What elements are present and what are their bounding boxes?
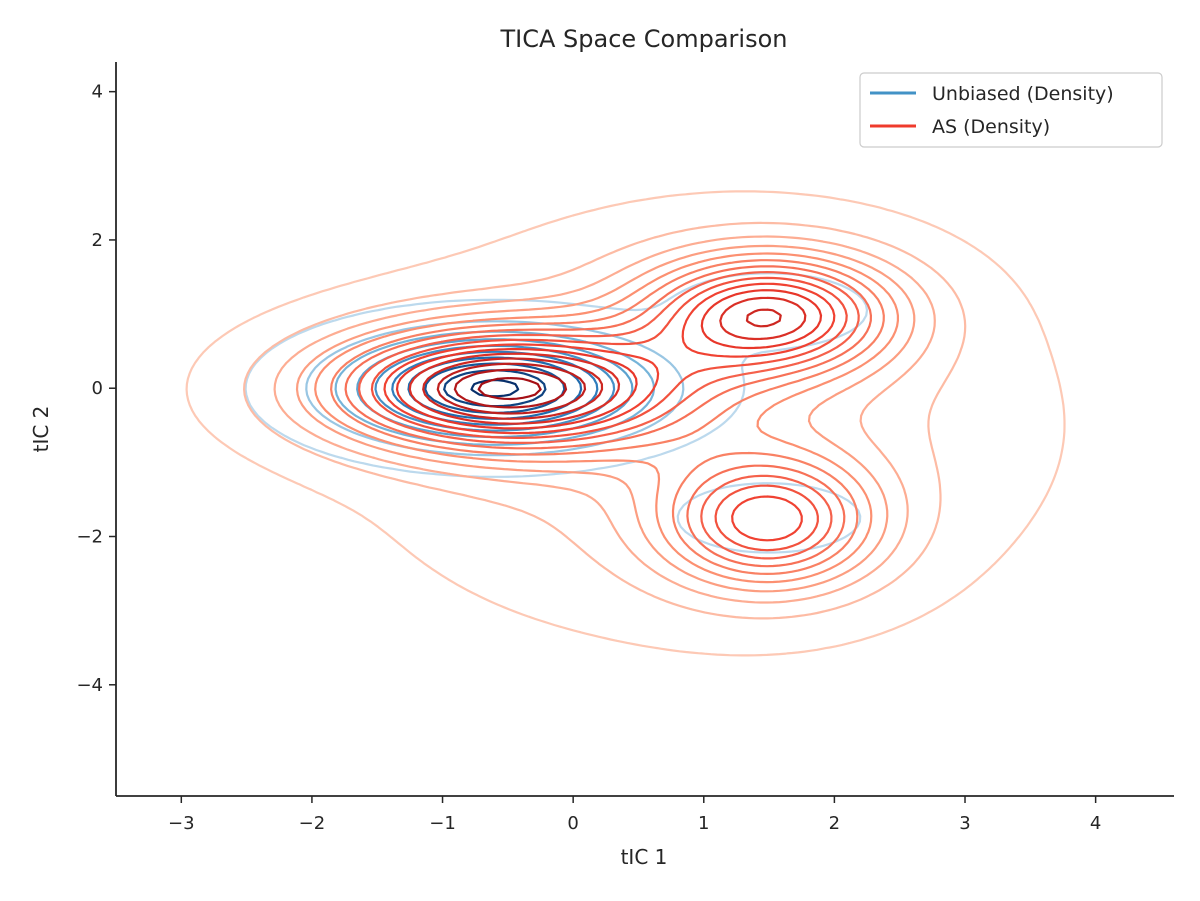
contour-line (477, 377, 542, 401)
chart-title: TICA Space Comparison (499, 25, 787, 53)
legend-box (859, 72, 1163, 148)
contour-line (243, 221, 967, 620)
y-tick-label: −4 (76, 675, 103, 696)
contour-line (395, 289, 823, 430)
y-axis-label: tIC 2 (29, 406, 53, 453)
contour-line (358, 271, 860, 560)
y-tick-label: 4 (92, 82, 103, 103)
legend: Unbiased (Density) AS (Density) (859, 72, 1163, 148)
y-ticks: −4 −2 0 2 4 (76, 82, 116, 696)
y-tick-label: 0 (92, 378, 103, 399)
x-tick-label: 0 (567, 813, 578, 834)
contour-line (344, 265, 872, 568)
contour-series-1 (185, 190, 1066, 657)
contour-line (370, 276, 848, 552)
contour-line (453, 368, 568, 409)
contour-line (422, 308, 782, 420)
contour-line (273, 235, 936, 604)
contour-line (185, 190, 1066, 657)
contour-line (408, 296, 807, 425)
legend-label-as: AS (Density) (932, 116, 1050, 138)
y-tick-label: 2 (92, 230, 103, 251)
contour-line (436, 362, 587, 415)
x-tick-label: −1 (429, 813, 456, 834)
x-ticks: −3 −2 −1 0 1 2 3 4 (168, 796, 1101, 834)
contour-layer (185, 190, 1066, 657)
x-tick-label: −3 (168, 813, 195, 834)
contour-line (295, 244, 916, 593)
x-tick-label: 2 (829, 813, 840, 834)
x-tick-label: 3 (959, 813, 970, 834)
contour-line (314, 252, 899, 584)
x-tick-label: 4 (1090, 813, 1101, 834)
x-tick-label: 1 (698, 813, 709, 834)
x-axis-label: tIC 1 (621, 845, 668, 869)
x-tick-label: −2 (299, 813, 326, 834)
contour-line (330, 259, 885, 575)
legend-label-unbiased: Unbiased (Density) (932, 83, 1114, 105)
contour-line (383, 282, 836, 542)
y-tick-label: −2 (76, 527, 103, 548)
